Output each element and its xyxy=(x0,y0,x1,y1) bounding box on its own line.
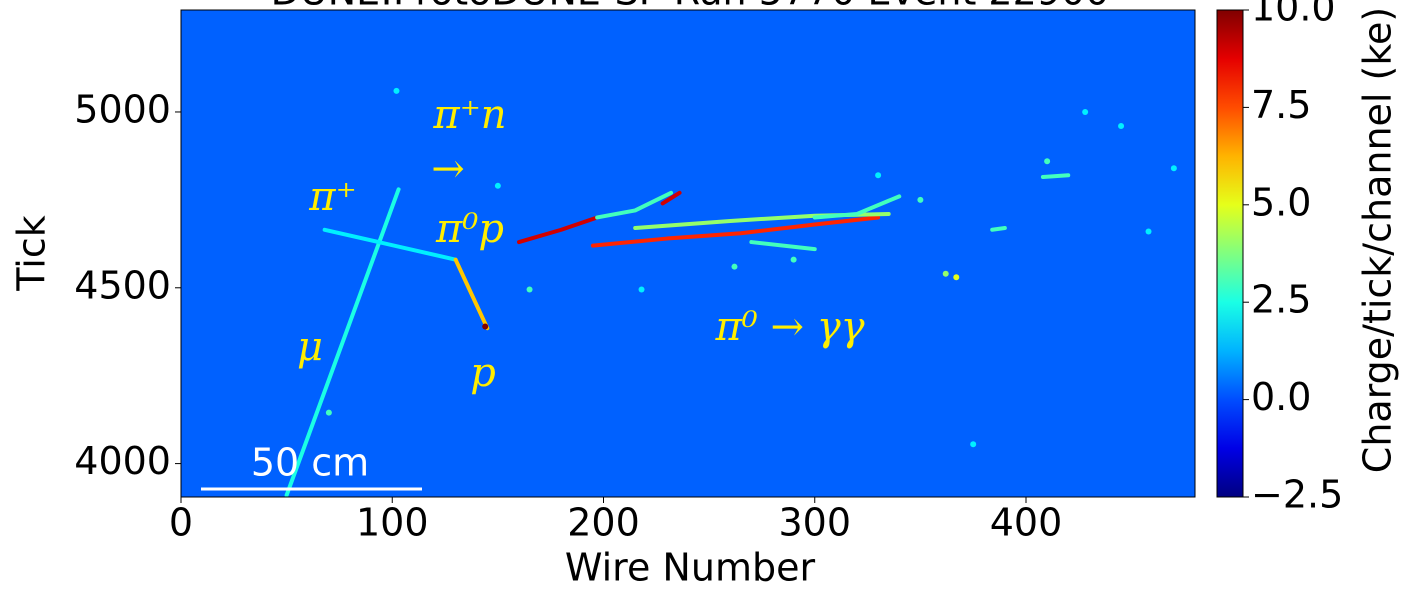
track xyxy=(595,190,674,220)
hit xyxy=(731,263,738,270)
track xyxy=(453,257,490,331)
annotation: π⁰ → γγ xyxy=(714,304,864,350)
annotation: π⁺n xyxy=(432,92,506,138)
track xyxy=(284,187,401,497)
track xyxy=(812,194,902,220)
annotation: π⁺ xyxy=(308,174,356,220)
hit xyxy=(1170,165,1177,172)
colorbar xyxy=(1216,9,1244,498)
colorbar-tick-label: 0.0 xyxy=(1251,375,1311,419)
hit xyxy=(494,182,501,189)
hit xyxy=(393,87,400,94)
hit xyxy=(970,441,977,448)
track xyxy=(660,190,682,206)
colorbar-tick-label: 7.5 xyxy=(1251,83,1311,127)
hit xyxy=(953,274,960,281)
plot-area xyxy=(181,10,1195,497)
track xyxy=(517,215,600,245)
colorbar-label: Charge/tick/channel (ke) xyxy=(1356,7,1400,473)
track xyxy=(590,215,881,248)
annotation: μ xyxy=(297,324,323,370)
scale-label: 50 cm xyxy=(251,441,369,485)
hit xyxy=(638,286,645,293)
hit xyxy=(526,286,533,293)
hit xyxy=(790,256,797,263)
hit xyxy=(1118,123,1125,130)
x-axis-label: Wire Number xyxy=(565,546,816,590)
track xyxy=(990,226,1007,232)
x-tick-label: 300 xyxy=(778,501,851,545)
colorbar-tick-label: 2.5 xyxy=(1251,278,1311,322)
hit xyxy=(1044,158,1051,165)
hit xyxy=(1082,108,1089,115)
track xyxy=(322,227,458,262)
colorbar-tick-label: 10.0 xyxy=(1251,0,1336,30)
track xyxy=(749,240,817,252)
hit xyxy=(482,323,489,330)
plot-frame xyxy=(180,9,1196,498)
x-tick-label: 400 xyxy=(990,501,1063,545)
x-tick-label: 100 xyxy=(356,501,429,545)
track xyxy=(1040,173,1071,180)
hit xyxy=(325,409,332,416)
annotation: → xyxy=(431,146,465,192)
colorbar-tick-label: 5.0 xyxy=(1251,180,1311,224)
hit xyxy=(917,196,924,203)
hit xyxy=(942,270,949,277)
annotation: π⁰p xyxy=(435,206,504,252)
colorbar-tick-label: −2.5 xyxy=(1251,473,1343,517)
y-tick-label: 4500 xyxy=(74,263,171,307)
annotation: p xyxy=(470,350,496,396)
hit xyxy=(1145,228,1152,235)
plot-content xyxy=(284,87,1177,497)
y-axis-label: Tick xyxy=(10,215,54,292)
y-tick-label: 4000 xyxy=(74,439,171,483)
x-tick-label: 200 xyxy=(567,501,640,545)
y-tick-label: 5000 xyxy=(74,87,171,131)
hit xyxy=(875,172,882,179)
x-tick-label: 0 xyxy=(169,501,193,545)
